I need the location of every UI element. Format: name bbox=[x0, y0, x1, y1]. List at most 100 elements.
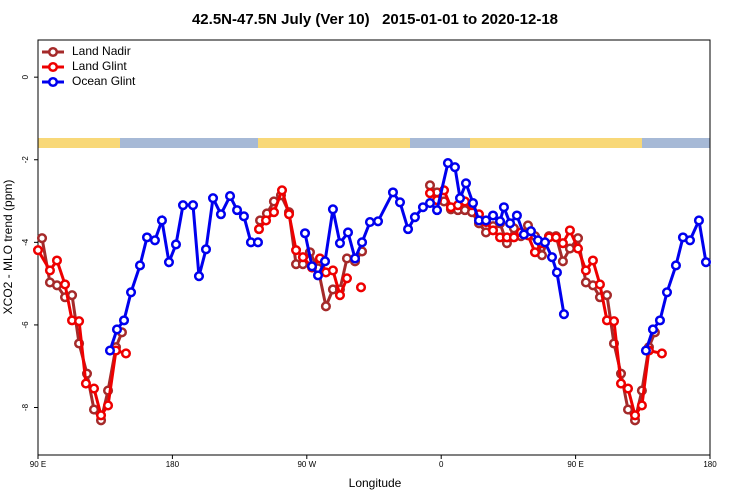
y-tick-label: -6 bbox=[21, 321, 30, 329]
data-point bbox=[232, 205, 243, 216]
legend-marker bbox=[47, 76, 59, 88]
data-point bbox=[297, 252, 308, 263]
data-point bbox=[454, 193, 466, 204]
data-point bbox=[327, 204, 338, 215]
data-point bbox=[342, 227, 354, 238]
data-point bbox=[177, 200, 189, 211]
data-point bbox=[494, 216, 506, 227]
data-point bbox=[546, 252, 558, 263]
data-point bbox=[88, 383, 100, 394]
data-point bbox=[187, 200, 199, 211]
y-tick-label: -2 bbox=[21, 156, 30, 164]
data-point bbox=[508, 232, 519, 243]
x-tick-label: 180 bbox=[703, 460, 717, 469]
data-point bbox=[498, 202, 509, 213]
data-point bbox=[487, 210, 499, 221]
data-point bbox=[290, 245, 302, 256]
data-point bbox=[572, 243, 584, 254]
data-point bbox=[355, 282, 367, 293]
data-point bbox=[594, 279, 605, 290]
data-point bbox=[95, 410, 107, 421]
data-point bbox=[615, 378, 627, 389]
data-point bbox=[156, 215, 167, 226]
data-point bbox=[557, 238, 568, 249]
data-point bbox=[253, 224, 265, 235]
data-point bbox=[306, 261, 318, 272]
data-point bbox=[312, 270, 324, 281]
data-point bbox=[149, 235, 160, 246]
data-point bbox=[640, 345, 651, 356]
data-point bbox=[268, 207, 279, 218]
data-point bbox=[387, 187, 399, 198]
data-point bbox=[59, 279, 71, 290]
data-point bbox=[424, 188, 436, 199]
data-point bbox=[170, 239, 182, 250]
data-point bbox=[504, 218, 516, 229]
data-point bbox=[193, 271, 205, 282]
data-point bbox=[654, 315, 666, 326]
data-point bbox=[424, 198, 436, 209]
data-point bbox=[334, 238, 346, 249]
data-point bbox=[394, 197, 406, 208]
data-point bbox=[224, 191, 236, 202]
data-point bbox=[51, 280, 63, 291]
y-tick-label: -8 bbox=[21, 403, 30, 411]
data-point bbox=[431, 205, 443, 216]
data-point bbox=[102, 400, 114, 411]
data-point bbox=[341, 253, 353, 264]
data-point bbox=[460, 178, 472, 189]
data-point bbox=[111, 324, 123, 335]
data-point bbox=[622, 404, 634, 415]
legend-label: Ocean Glint bbox=[72, 74, 136, 88]
data-point bbox=[409, 212, 420, 223]
x-tick-label: 0 bbox=[439, 460, 444, 469]
legend-marker bbox=[47, 46, 59, 58]
data-point bbox=[550, 232, 562, 243]
data-point bbox=[36, 233, 48, 244]
data-point bbox=[372, 216, 384, 227]
data-point bbox=[487, 225, 499, 236]
land-strip bbox=[38, 138, 120, 148]
data-point bbox=[629, 410, 641, 421]
data-point bbox=[104, 345, 116, 356]
data-point bbox=[260, 215, 272, 226]
data-point bbox=[564, 225, 575, 236]
data-point bbox=[557, 256, 568, 267]
data-point bbox=[163, 257, 175, 268]
data-point bbox=[670, 260, 682, 271]
data-point bbox=[118, 315, 130, 326]
data-point bbox=[207, 193, 219, 204]
plot-frame bbox=[37, 39, 711, 456]
data-point bbox=[529, 247, 541, 258]
data-point bbox=[44, 265, 55, 276]
data-point bbox=[551, 267, 562, 278]
data-point bbox=[647, 324, 659, 335]
legend-marker bbox=[47, 61, 59, 73]
data-point bbox=[636, 400, 647, 411]
data-point bbox=[424, 180, 436, 191]
data-point bbox=[693, 215, 704, 226]
data-point bbox=[215, 209, 226, 220]
data-point bbox=[320, 301, 331, 312]
series-line bbox=[36, 185, 663, 419]
data-point bbox=[334, 290, 346, 301]
data-point bbox=[349, 253, 361, 264]
data-point bbox=[700, 257, 712, 268]
data-point bbox=[276, 185, 288, 196]
x-axis-label: Longitude bbox=[349, 476, 402, 490]
data-point bbox=[622, 383, 634, 394]
data-point bbox=[442, 158, 453, 169]
data-point bbox=[364, 217, 376, 228]
land-mask-strip bbox=[38, 138, 710, 148]
data-point bbox=[587, 255, 598, 266]
data-point bbox=[283, 209, 295, 220]
data-point bbox=[327, 265, 338, 276]
land-strip bbox=[470, 138, 642, 148]
y-tick-label: 0 bbox=[21, 74, 30, 79]
x-tick-label: 180 bbox=[166, 460, 180, 469]
data-point bbox=[539, 237, 551, 248]
data-point bbox=[449, 162, 460, 173]
x-tick-label: 90 W bbox=[297, 460, 316, 469]
data-point bbox=[402, 224, 414, 235]
